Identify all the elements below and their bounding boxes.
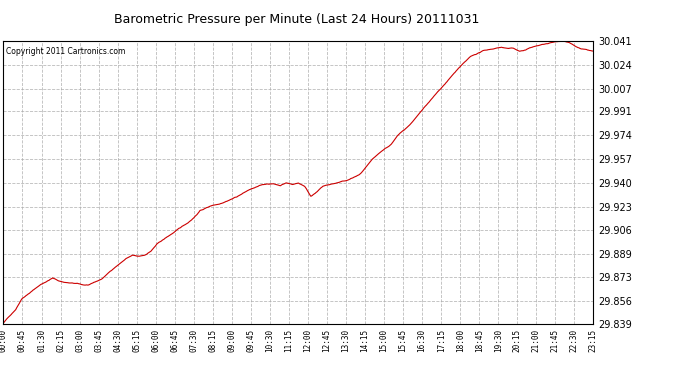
- Text: Copyright 2011 Cartronics.com: Copyright 2011 Cartronics.com: [6, 47, 126, 56]
- Text: Barometric Pressure per Minute (Last 24 Hours) 20111031: Barometric Pressure per Minute (Last 24 …: [114, 13, 480, 26]
